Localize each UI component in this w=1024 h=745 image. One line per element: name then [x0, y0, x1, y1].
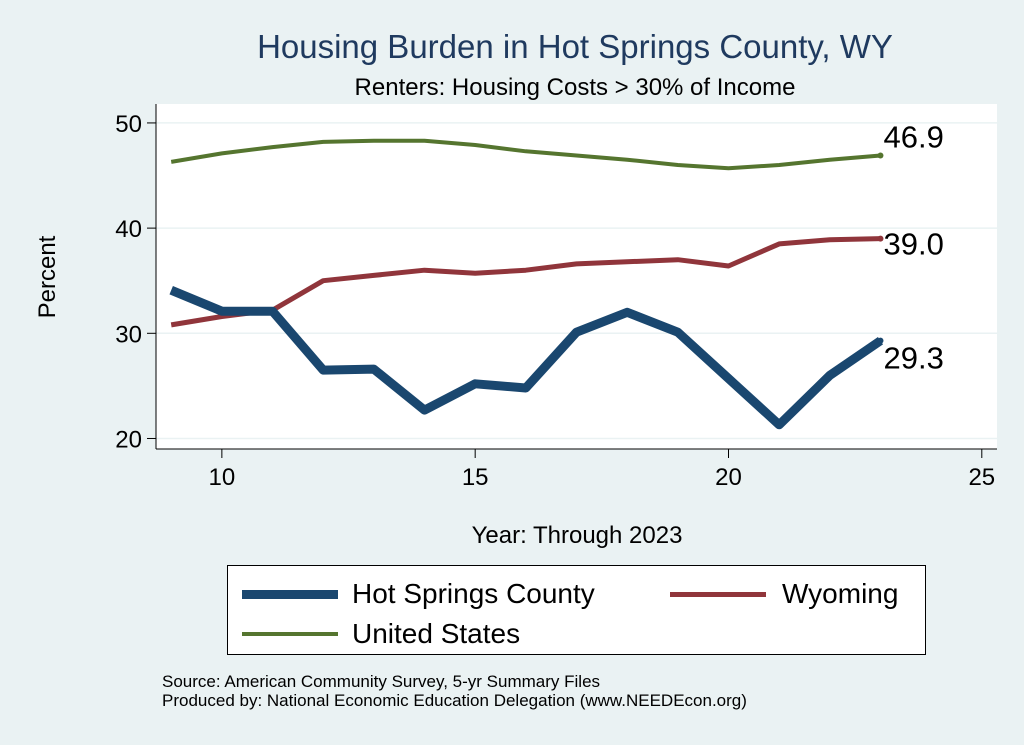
- legend-label-hot-springs-county: Hot Springs County: [352, 578, 595, 609]
- y-tick-label: 40: [115, 216, 142, 243]
- source-note: Source: American Community Survey, 5-yr …: [162, 672, 747, 710]
- x-tick-label: 20: [715, 464, 742, 491]
- x-tick-label: 15: [462, 464, 489, 491]
- chart-title: Housing Burden in Hot Springs County, WY: [257, 28, 893, 65]
- legend: Hot Springs County Wyoming United States: [227, 565, 926, 655]
- end-label-united-states: 46.9: [883, 120, 943, 155]
- end-label-wyoming: 39.0: [883, 227, 943, 262]
- source-line: Source: American Community Survey, 5-yr …: [162, 672, 601, 691]
- plot-area: [156, 104, 997, 449]
- legend-item-hot-springs-county: Hot Springs County: [242, 578, 595, 610]
- legend-item-wyoming: Wyoming: [670, 578, 898, 610]
- y-axis-title: Percent: [34, 235, 61, 318]
- y-tick-label: 20: [115, 426, 142, 453]
- series-lines: [169, 138, 884, 430]
- series-line-hot-springs-county: [169, 286, 884, 430]
- legend-swatch-united-states: [242, 632, 338, 636]
- series-end-point-hot-springs-county: [877, 337, 884, 344]
- chart-subtitle: Renters: Housing Costs > 30% of Income: [354, 74, 796, 101]
- legend-label-wyoming: Wyoming: [782, 578, 899, 609]
- y-tick-label: 30: [115, 321, 142, 348]
- x-tick-label: 10: [209, 464, 236, 491]
- axis-ticks: 20 30 40 50 10 15 20 25: [115, 111, 995, 491]
- x-axis-title: Year: Through 2023: [472, 522, 683, 549]
- end-label-hot-springs-county: 29.3: [883, 341, 943, 376]
- producer-line: Produced by: National Economic Education…: [162, 691, 747, 710]
- y-tick-label: 50: [115, 111, 142, 138]
- legend-label-united-states: United States: [352, 618, 521, 649]
- series-line-united-states: [170, 138, 881, 171]
- series-end-point-united-states: [877, 152, 884, 159]
- x-tick-label: 25: [968, 464, 995, 491]
- series-line-wyoming: [170, 236, 881, 328]
- line-chart: 20 30 40 50 10 15 20 25 46.9 39.0 29.3 Year: Thro…: [34, 104, 997, 549]
- end-labels: 46.9 39.0 29.3: [883, 120, 943, 376]
- legend-swatch-wyoming: [670, 591, 766, 597]
- legend-swatch-hot-springs-county: [242, 589, 338, 599]
- series-end-point-wyoming: [877, 235, 884, 242]
- legend-item-united-states: United States: [242, 618, 520, 650]
